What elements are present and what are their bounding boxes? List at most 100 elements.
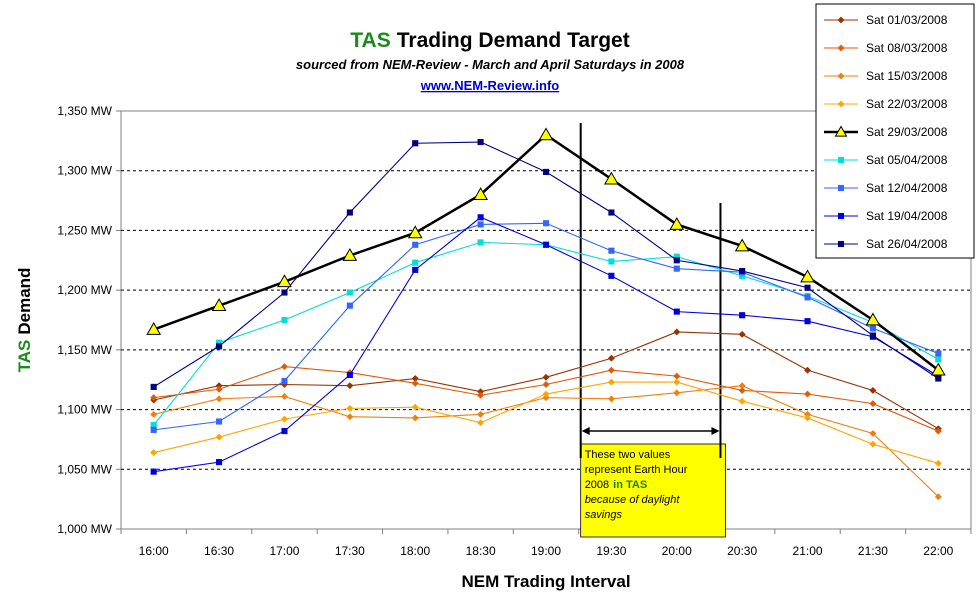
legend-item: Sat 08/03/2008	[824, 41, 948, 55]
y-tick-label: 1,300 MW	[57, 164, 112, 178]
data-point	[739, 267, 746, 275]
data-point	[150, 468, 157, 475]
data-point	[412, 140, 419, 147]
data-point	[607, 366, 615, 374]
series-line	[153, 385, 939, 498]
annotation-text-line-1: These two values	[585, 449, 671, 461]
legend-item: Sat 12/04/2008	[824, 181, 948, 195]
x-tick-label: 19:30	[596, 544, 626, 558]
data-point	[834, 125, 848, 137]
data-point	[542, 220, 550, 227]
data-point	[935, 356, 942, 363]
data-point	[346, 302, 353, 309]
legend-label: Sat 12/04/2008	[866, 181, 948, 195]
data-point	[281, 289, 288, 296]
data-point	[608, 247, 615, 254]
legend-label: Sat 26/04/2008	[866, 237, 948, 251]
data-point	[673, 328, 681, 336]
data-point	[542, 390, 550, 398]
data-point	[277, 274, 292, 288]
legend-label: Sat 15/03/2008	[866, 69, 948, 83]
x-axis-title: NEM Trading Interval	[461, 572, 630, 591]
data-point	[346, 382, 354, 390]
chart-title-rest: Trading Demand Target	[397, 29, 630, 52]
y-tick-label: 1,200 MW	[57, 283, 112, 297]
y-axis-title-prefix: TAS	[15, 340, 34, 373]
legend-label: Sat 19/04/2008	[866, 209, 948, 223]
data-point	[804, 284, 811, 291]
data-point	[869, 386, 877, 395]
data-point	[150, 383, 157, 390]
legend-item: Sat 15/03/2008	[824, 69, 948, 83]
data-point	[477, 214, 484, 221]
data-point	[477, 139, 484, 146]
data-point	[935, 375, 942, 382]
data-point	[473, 187, 488, 200]
data-point	[407, 225, 423, 239]
x-tick-label: 18:00	[400, 544, 430, 558]
data-point	[150, 449, 158, 457]
annotation-text-line-4: because of daylight	[585, 494, 681, 506]
source-link[interactable]: www.NEM-Review.info	[420, 78, 559, 93]
legend-item: Sat 22/03/2008	[824, 97, 948, 111]
data-point	[673, 389, 681, 397]
data-point	[281, 316, 288, 324]
data-point	[215, 395, 223, 403]
x-tick-label: 18:30	[466, 544, 496, 558]
y-tick-label: 1,000 MW	[57, 522, 112, 536]
series-lines	[146, 127, 946, 501]
data-point	[146, 322, 162, 335]
data-point	[804, 294, 811, 301]
data-point	[738, 397, 746, 405]
data-point	[800, 269, 815, 283]
data-point	[412, 241, 419, 248]
data-point	[930, 362, 946, 376]
legend-label: Sat 05/04/2008	[866, 153, 948, 167]
annotation-text-line-2: represent Earth Hour	[585, 464, 688, 476]
data-point	[604, 171, 619, 185]
data-point	[346, 413, 354, 421]
data-point	[738, 386, 746, 395]
data-point	[346, 289, 353, 296]
data-point	[738, 382, 746, 390]
x-tick-label: 16:00	[139, 544, 169, 558]
x-tick-label: 17:00	[269, 544, 299, 558]
x-tick-label: 21:30	[858, 544, 888, 558]
data-point	[934, 493, 942, 501]
annotation-text-line-3-highlight: in TAS	[613, 479, 647, 491]
arrowhead-right-icon	[711, 427, 720, 435]
data-point	[211, 298, 227, 312]
data-point	[542, 168, 550, 175]
data-point	[837, 44, 845, 52]
data-point	[281, 428, 288, 435]
data-point	[608, 258, 615, 265]
data-point	[477, 410, 485, 418]
series-5	[146, 127, 946, 376]
data-point	[542, 241, 550, 248]
data-point	[738, 330, 746, 338]
legend-item: Sat 05/04/2008	[824, 153, 948, 167]
data-point	[411, 414, 419, 422]
arrowhead-left-icon	[581, 427, 590, 435]
data-point	[837, 184, 845, 192]
annotation-text-line-3-prefix: 2008	[585, 479, 609, 491]
y-axis-title: TAS Demand	[15, 268, 34, 373]
data-point	[803, 366, 812, 374]
data-point	[538, 127, 554, 141]
legend-label: Sat 22/03/2008	[866, 97, 948, 111]
data-point	[837, 240, 845, 248]
data-point	[669, 216, 685, 230]
y-tick-label: 1,050 MW	[57, 462, 112, 476]
data-point	[542, 380, 550, 389]
legend-item: Sat 29/03/2008	[824, 125, 948, 139]
data-point	[837, 100, 845, 108]
annotation-text-line-5: savings	[585, 509, 623, 521]
data-point	[477, 391, 485, 399]
data-point	[280, 392, 289, 400]
data-point	[837, 72, 845, 80]
chart-title: TAS Trading Demand Target	[350, 29, 629, 52]
y-axis-title-rest: Demand	[15, 268, 34, 335]
data-point	[869, 325, 876, 332]
